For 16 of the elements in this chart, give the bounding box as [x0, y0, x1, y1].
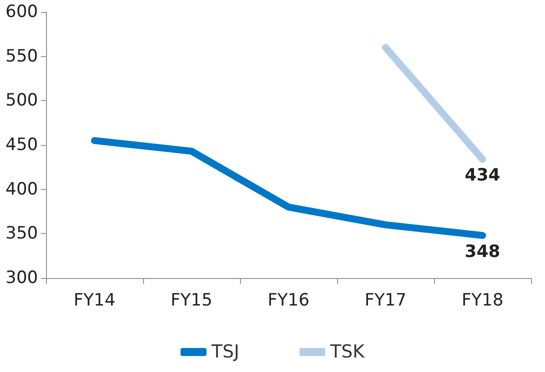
legend-label: TSK	[329, 342, 366, 362]
y-tick-label: 400	[6, 179, 38, 200]
y-tick-label: 300	[6, 268, 38, 288]
y-tick-label: 500	[6, 90, 38, 111]
x-tick-label: FY15	[170, 290, 212, 310]
data-label: 434	[464, 166, 500, 186]
x-tick-label: FY17	[364, 290, 406, 310]
data-label: 348	[464, 242, 500, 262]
x-tick-label: FY16	[268, 290, 310, 310]
y-tick-label: 350	[6, 224, 38, 244]
y-tick-label: 450	[6, 135, 38, 155]
y-tick-label: 600	[6, 2, 38, 22]
x-tick-label: FY18	[462, 290, 504, 310]
y-tick-label: 550	[6, 46, 38, 66]
legend-label: TSJ	[210, 342, 240, 362]
x-tick-label: FY14	[74, 290, 116, 310]
